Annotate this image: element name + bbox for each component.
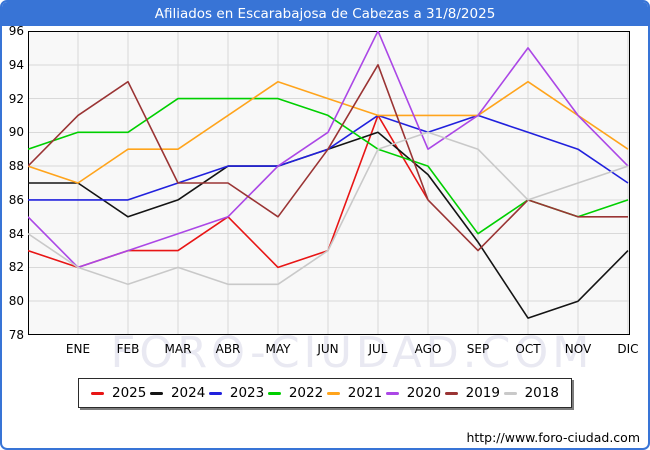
plot-area [27,30,630,335]
y-tick-label: 82 [8,260,24,275]
legend-item-2024: 2024 [149,385,206,401]
legend-item-label: 2021 [347,385,383,401]
x-tick-label: NOV [564,342,592,356]
y-tick-label: 84 [8,226,24,241]
legend-color-dash [149,391,163,395]
x-tick-label: ENE [65,342,91,356]
watermark: FORO-CIUDAD.COM [110,331,594,375]
x-tick-label: DIC [617,342,639,356]
x-tick-label: SEP [466,342,490,356]
legend-color-dash [326,391,340,395]
x-tick-label: AGO [414,342,442,356]
y-tick-label: 96 [8,24,24,38]
legend-color-dash [208,391,222,395]
legend-item-label: 2025 [112,385,147,401]
legend-item-label: 2020 [406,385,442,401]
y-tick-label: 94 [8,57,24,72]
legend-item-2023: 2023 [208,385,265,401]
legend: 2025 2024 2023 2022 2021 2020 2019 2018 [78,378,572,408]
legend-item-2025: 2025 [91,385,146,401]
y-tick-label: 92 [8,91,24,106]
legend-color-dash [267,391,281,395]
x-tick-label: ABR [215,342,241,356]
legend-item-2018: 2018 [503,385,559,401]
y-tick-label: 80 [8,294,24,309]
series-line-2020 [27,30,629,269]
legend-item-label: 2019 [465,385,500,401]
legend-item-2020: 2020 [385,385,442,401]
y-tick-label: 86 [8,192,24,207]
line-chart [27,30,630,335]
legend-item-label: 2024 [170,385,206,401]
y-tick-label: 90 [8,125,24,140]
legend-color-dash [91,391,104,395]
legend-color-dash [503,391,517,395]
y-tick-label: 78 [8,328,24,342]
y-tick-label: 88 [8,159,24,174]
x-tick-label: MAR [164,342,192,356]
legend-item-2022: 2022 [267,385,324,401]
legend-item-label: 2018 [524,385,559,401]
legend-color-dash [444,391,458,395]
series-line-2018 [27,131,629,286]
legend-item-label: 2023 [229,385,265,401]
x-tick-label: JUN [317,342,339,356]
chart-title: Afiliados en Escarabajosa de Cabezas a 3… [2,2,648,26]
site-url: http://www.foro-ciudad.com [466,430,640,445]
legend-item-2021: 2021 [326,385,383,401]
legend-item-2019: 2019 [444,385,500,401]
legend-color-dash [385,391,399,395]
x-tick-label: FEB [116,342,140,356]
x-tick-label: JUL [368,342,388,356]
series-line-2021 [27,80,629,184]
x-tick-label: OCT [515,342,541,356]
x-tick-label: MAY [265,342,291,356]
legend-item-label: 2022 [288,385,324,401]
